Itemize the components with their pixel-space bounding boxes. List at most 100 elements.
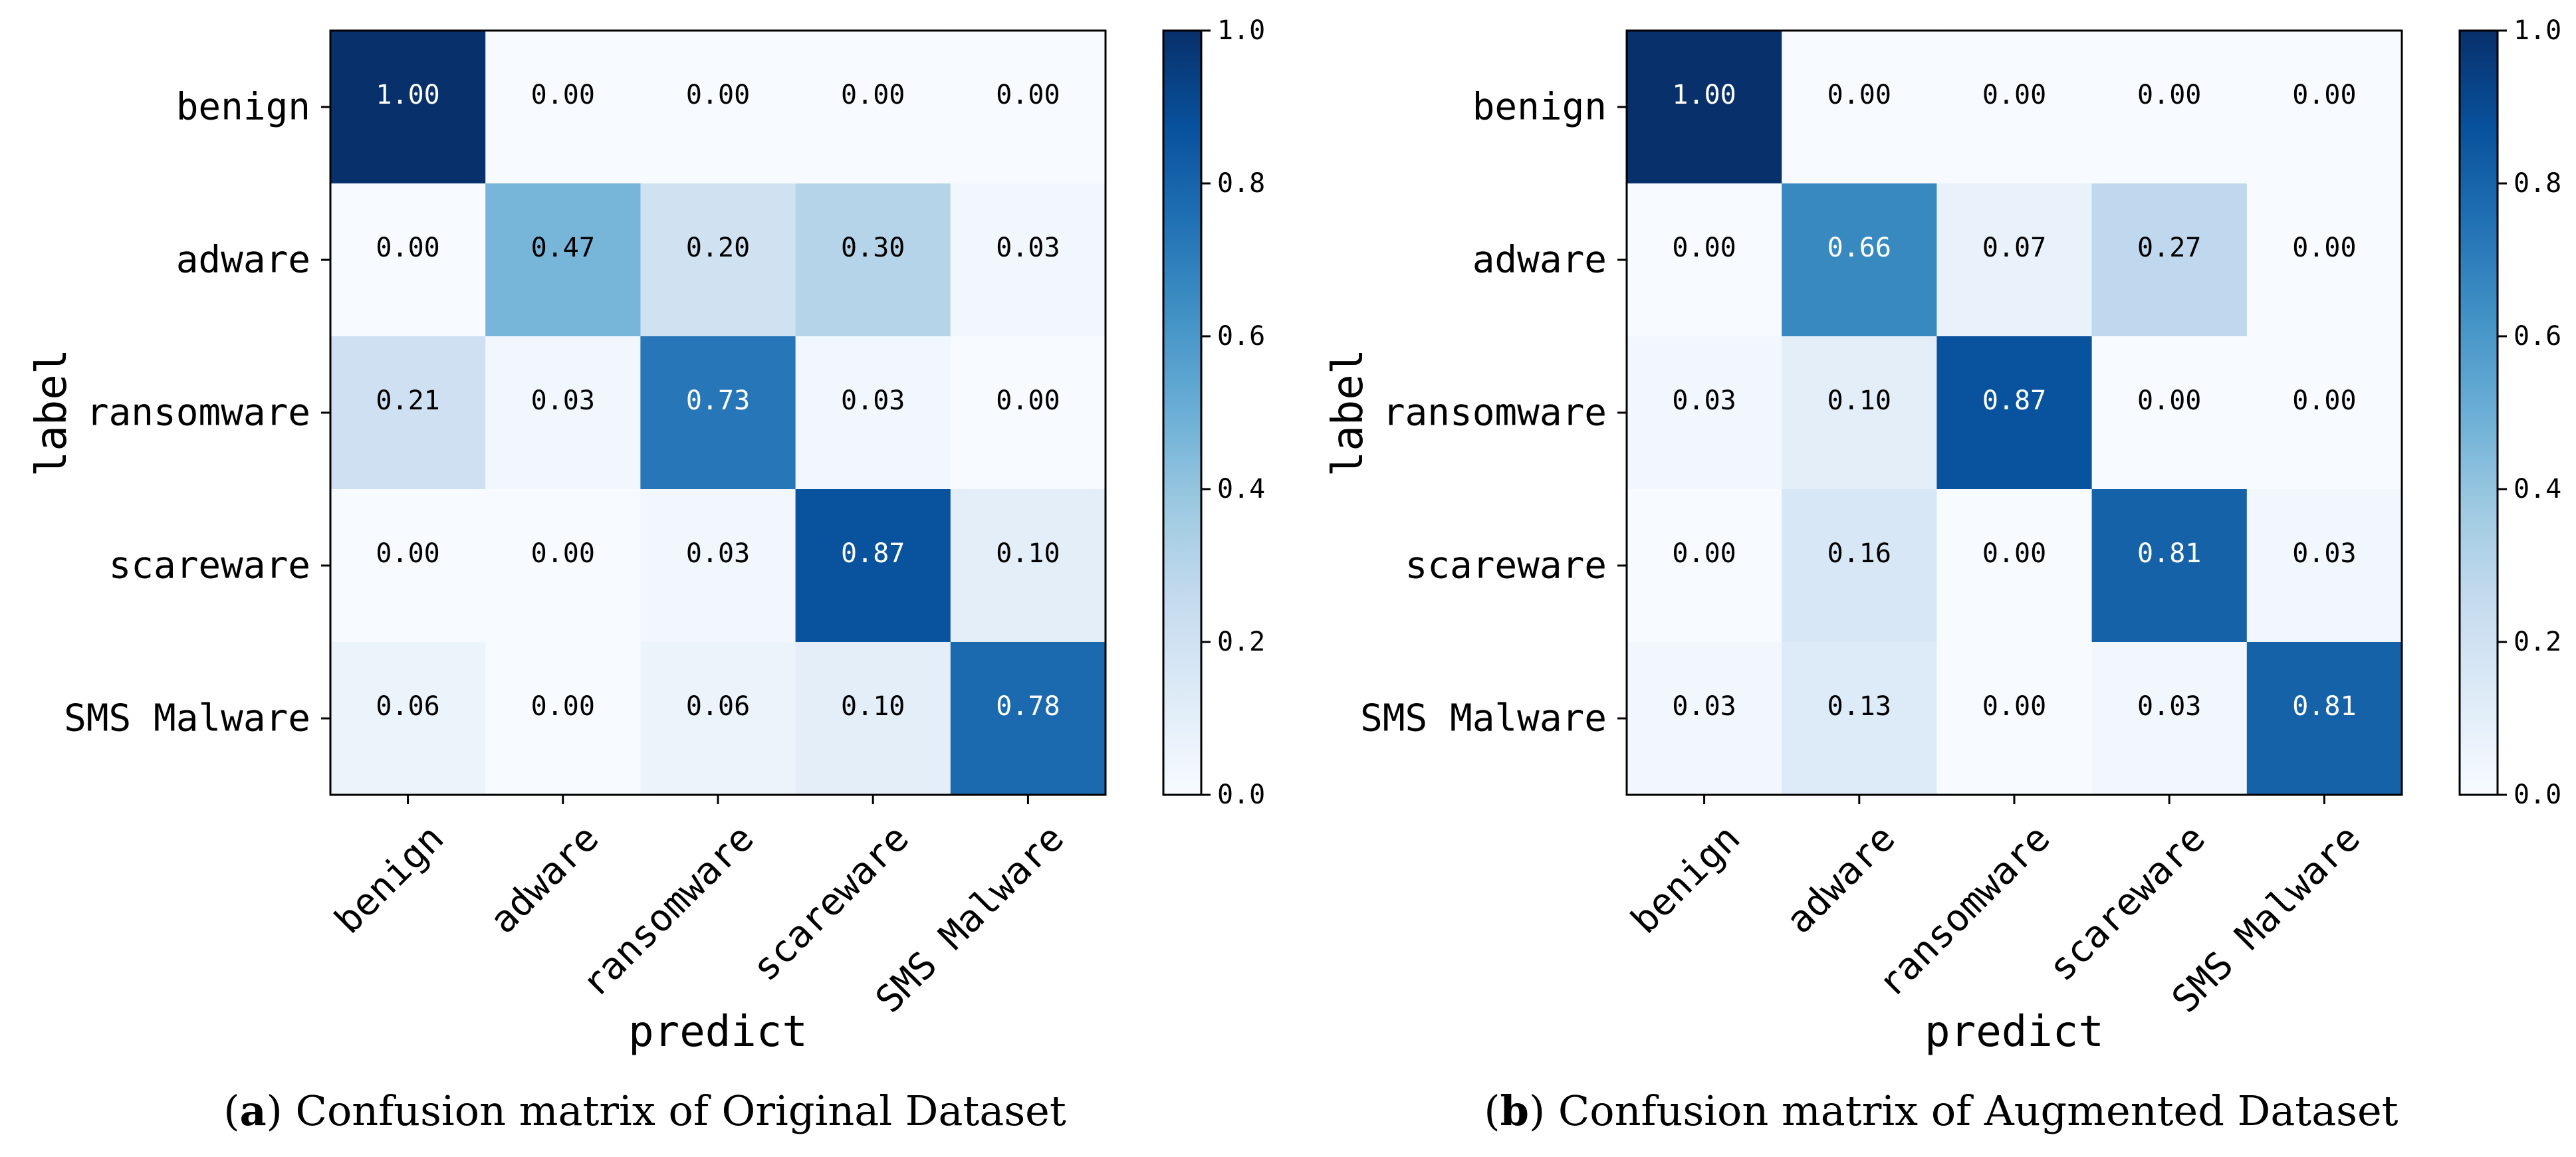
colorbar	[2458, 29, 2499, 796]
cell-value-label: 0.81	[2137, 538, 2201, 569]
heatmap-cell	[795, 336, 951, 490]
heatmap-cell	[485, 31, 641, 184]
cell-value-label: 0.00	[996, 80, 1060, 110]
heatmap-cell	[330, 489, 486, 643]
heatmap-cell	[2246, 336, 2402, 490]
heatmap-cell	[795, 489, 951, 643]
panel-letter: b	[1500, 1087, 1529, 1135]
colorbar-tick-label: 0.0	[2514, 780, 2561, 810]
cell-value-label: 0.00	[531, 691, 595, 722]
heatmap-cell	[1627, 642, 1782, 795]
cell-value-label: 0.47	[531, 233, 595, 263]
heatmap-cell	[2246, 642, 2402, 795]
cell-value-label: 0.00	[2292, 233, 2356, 263]
heatmap-cell	[950, 336, 1106, 490]
heatmap-cell	[1782, 183, 1937, 337]
cell-value-label: 0.81	[2292, 691, 2356, 722]
heatmap-cell	[640, 336, 796, 490]
cell-value-label: 0.27	[2137, 233, 2201, 263]
cell-value-label: 0.78	[996, 691, 1060, 722]
cell-value-label: 0.21	[376, 385, 439, 416]
x-tick-label: adware	[482, 817, 608, 942]
cell-value-label: 0.03	[1672, 385, 1736, 416]
cell-value-label: 0.66	[1827, 233, 1891, 263]
colorbar-tick-label: 0.4	[1217, 474, 1265, 504]
y-tick-label: SMS Malware	[1360, 697, 1607, 740]
cell-value-label: 0.00	[531, 538, 595, 569]
colorbar-tick-label: 0.6	[2514, 321, 2561, 352]
cell-value-label: 0.00	[1672, 538, 1736, 569]
x-tick-label: scareware	[2040, 817, 2214, 990]
heatmap-cell	[1936, 489, 2093, 643]
heatmap-cell	[485, 336, 641, 490]
heatmap-cell	[485, 642, 641, 795]
cell-value-label: 0.00	[686, 80, 750, 110]
heatmap-cell	[795, 183, 951, 337]
heatmap-cell	[1936, 31, 2093, 184]
cell-value-label: 0.87	[1982, 385, 2046, 416]
heatmap-cell	[950, 183, 1106, 337]
heatmap-cell	[485, 183, 641, 337]
y-tick-label: ransomware	[1383, 391, 1607, 435]
heatmap-cell	[2246, 489, 2402, 643]
cell-value-label: 0.16	[1827, 538, 1891, 569]
cell-value-label: 0.00	[1672, 233, 1736, 263]
cell-value-label: 0.07	[1982, 233, 2046, 263]
heatmap-cell	[640, 31, 796, 184]
cell-value-label: 0.20	[686, 233, 750, 263]
cell-value-label: 0.00	[996, 385, 1060, 416]
cell-value-label: 0.00	[376, 233, 439, 263]
panel-caption: (b) Confusion matrix of Augmented Datase…	[1484, 1087, 2398, 1135]
heatmap-cell	[1782, 31, 1937, 184]
colorbar	[1162, 29, 1203, 796]
heatmap-cell	[2091, 336, 2248, 490]
cell-value-label: 1.00	[1672, 80, 1736, 110]
heatmap-cell	[330, 642, 486, 795]
heatmap-cell	[795, 31, 951, 184]
y-tick-label: benign	[1472, 86, 1607, 129]
cell-value-label: 0.00	[1982, 538, 2046, 569]
x-tick-label: benign	[326, 817, 452, 942]
heatmap-cell	[330, 183, 486, 337]
x-axis-title: predict	[1925, 1007, 2104, 1057]
colorbar-tick-label: 0.4	[2514, 474, 2561, 504]
cell-value-label: 0.03	[2292, 538, 2356, 569]
heatmap-cell	[1627, 336, 1782, 490]
cell-value-label: 0.00	[2292, 80, 2356, 110]
heatmap-panel-a: 1.00 0.00 0.00 0.00 0.00 0.00 0.47 0.20 0.30 0.03…	[27, 15, 1265, 1135]
cell-value-label: 0.30	[841, 233, 905, 263]
heatmap-cell	[1936, 183, 2093, 337]
cell-value-label: 0.03	[686, 538, 750, 569]
x-axis-title: predict	[628, 1007, 808, 1057]
heatmap-cell	[950, 489, 1106, 643]
cell-value-label: 0.00	[1982, 691, 2046, 722]
colorbar-tick-label: 1.0	[1217, 15, 1265, 46]
heatmap-cell	[1782, 489, 1937, 643]
heatmap-cell	[330, 336, 486, 490]
y-axis-title: label	[27, 349, 76, 477]
heatmap-cell	[2246, 31, 2402, 184]
x-tick-label: adware	[1778, 817, 1904, 942]
colorbar-tick-label: 0.8	[1217, 168, 1265, 199]
heatmap-cell	[330, 31, 486, 184]
y-tick-label: ransomware	[86, 391, 310, 435]
x-tick-label: benign	[1623, 817, 1748, 942]
heatmap-cell	[795, 642, 951, 795]
heatmap-cell	[1627, 489, 1782, 643]
cell-value-label: 0.00	[1982, 80, 2046, 110]
colorbar-tick-label: 1.0	[2514, 15, 2561, 46]
cell-value-label: 0.06	[686, 691, 750, 722]
colorbar-tick-label: 0.2	[1217, 627, 1265, 657]
cell-value-label: 0.13	[1827, 691, 1891, 722]
cell-value-label: 0.00	[2137, 385, 2201, 416]
heatmap-cell	[640, 489, 796, 643]
y-tick-label: adware	[1472, 239, 1607, 282]
cell-value-label: 0.03	[1672, 691, 1736, 722]
cell-value-label: 0.00	[2292, 385, 2356, 416]
heatmap-cell	[2091, 183, 2248, 337]
cell-value-label: 0.10	[1827, 385, 1891, 416]
y-tick-label: scareware	[109, 544, 310, 587]
colorbar-tick-label: 0.8	[2514, 168, 2561, 199]
panel-caption: (a) Confusion matrix of Original Dataset	[223, 1087, 1066, 1135]
